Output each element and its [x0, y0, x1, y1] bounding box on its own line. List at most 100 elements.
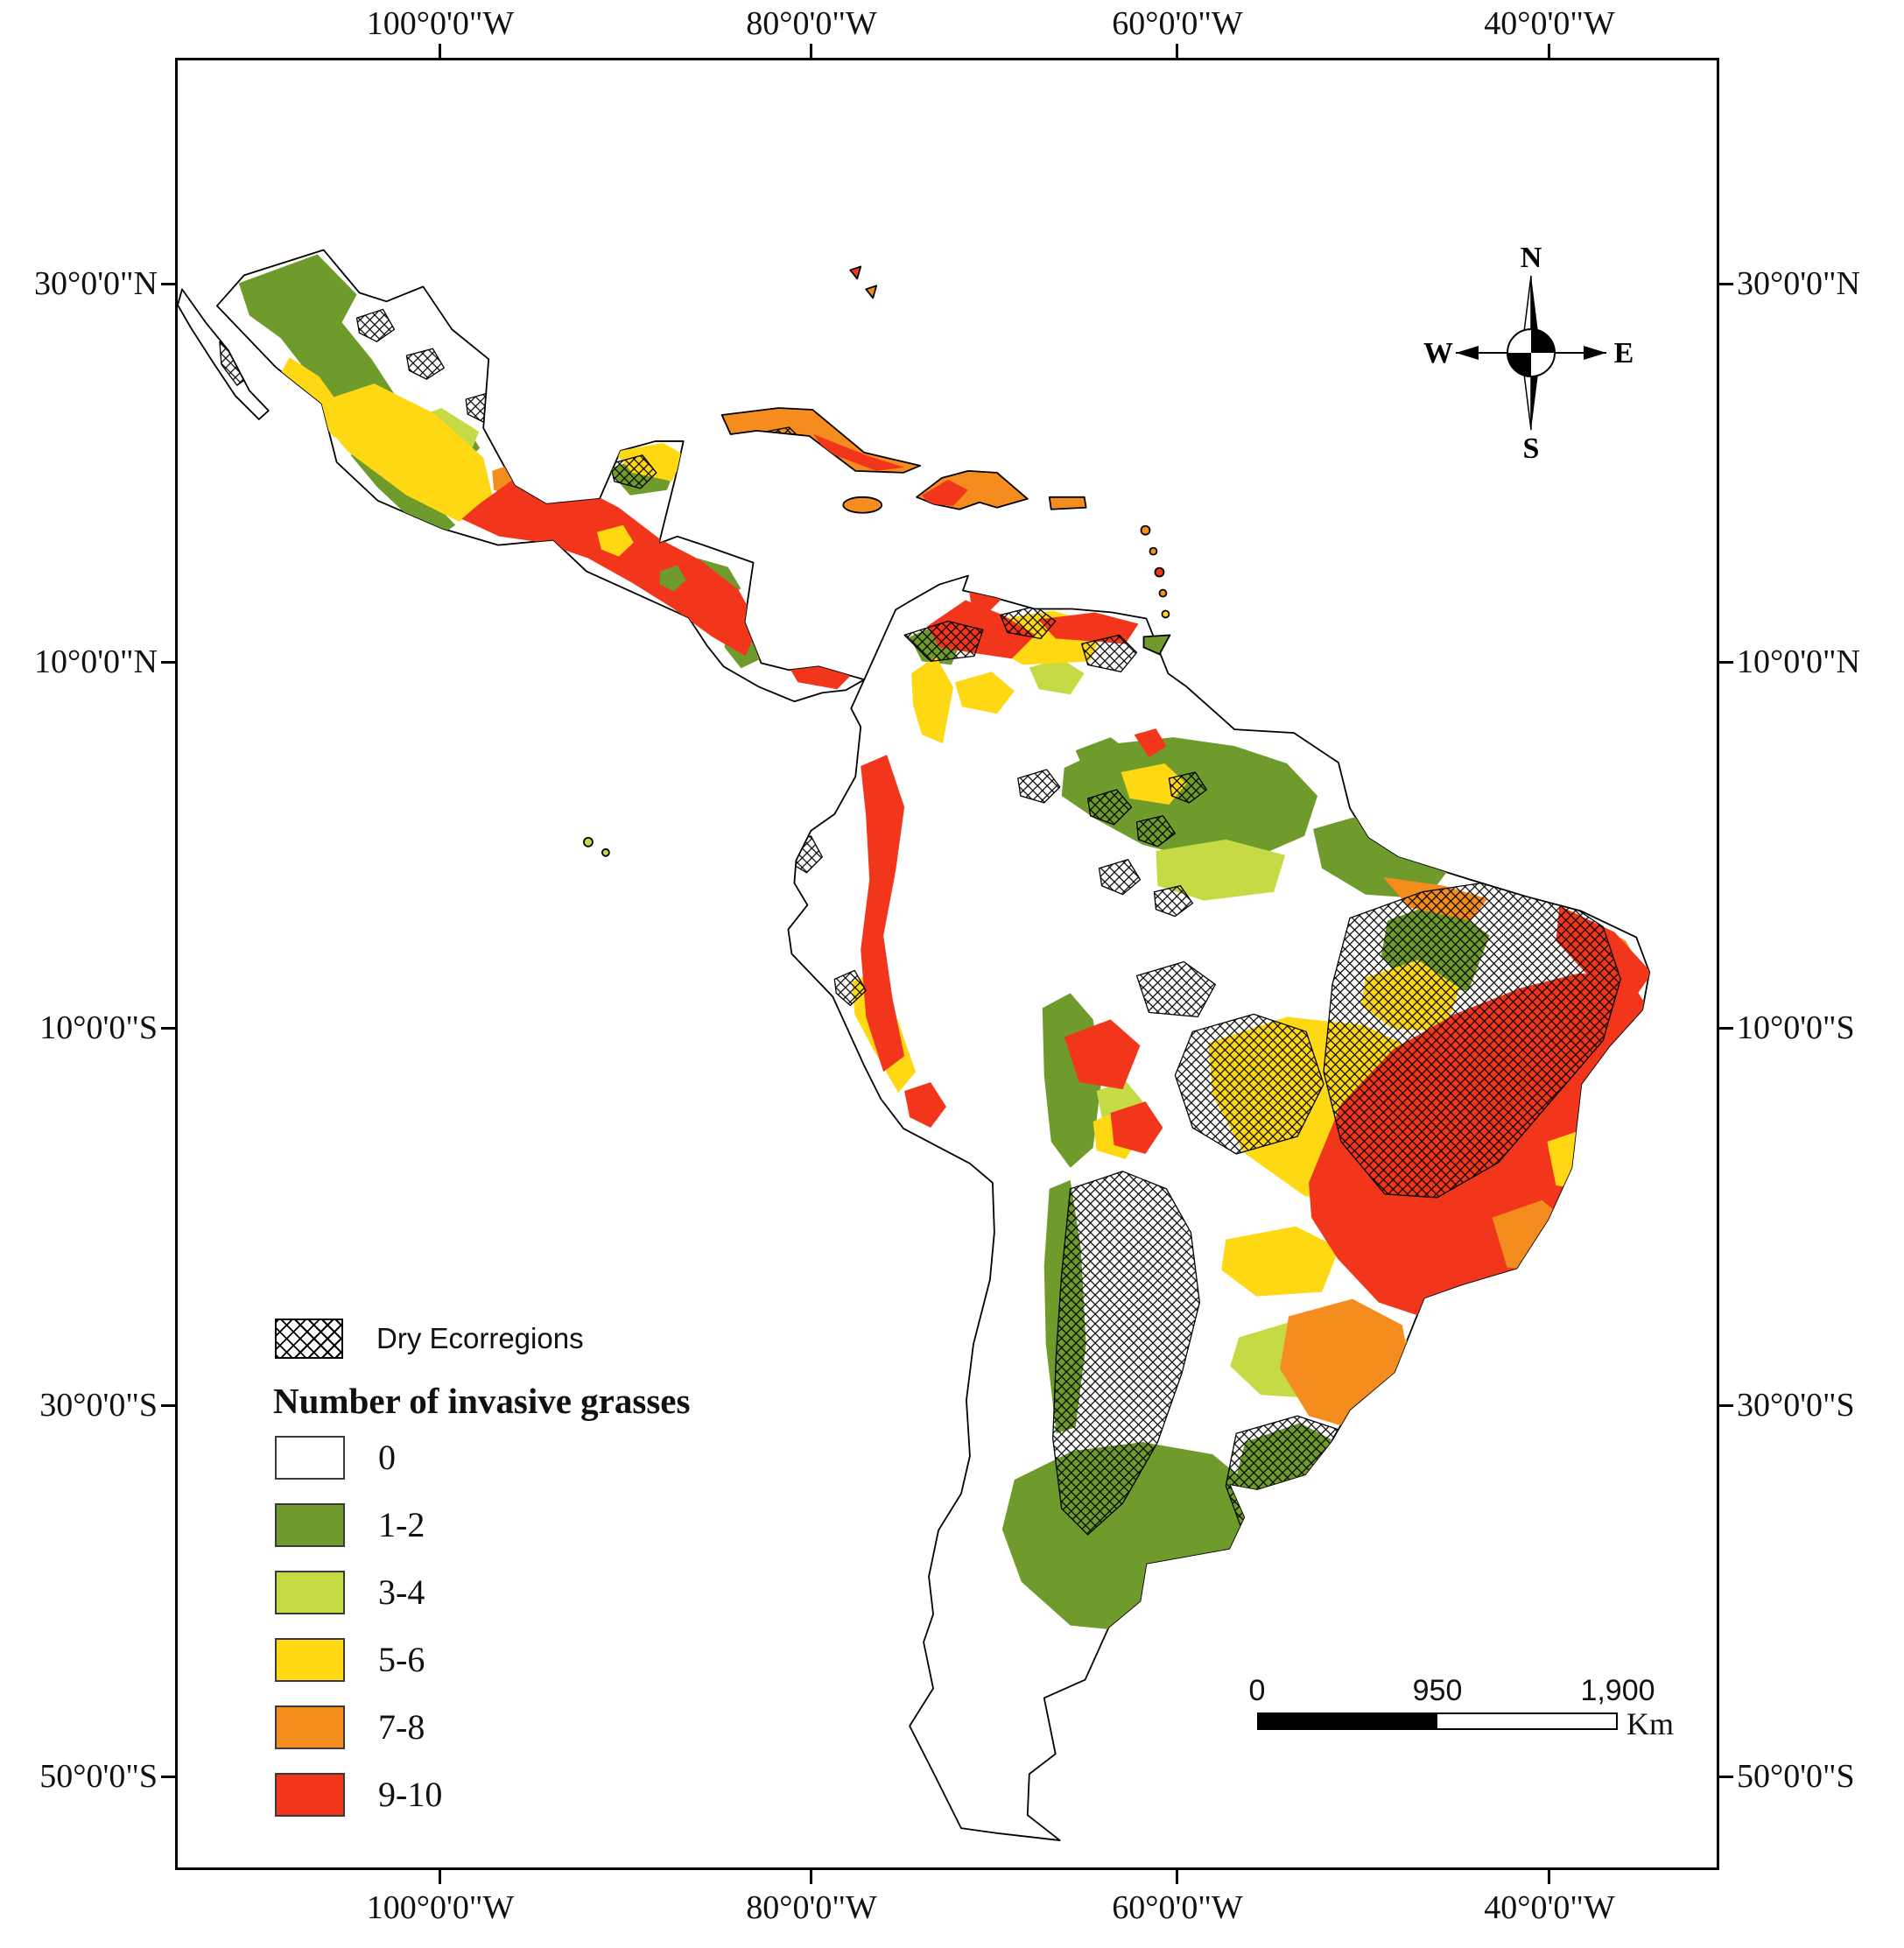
land-trinidad — [1142, 634, 1171, 656]
axis-tick — [439, 44, 441, 58]
land-bahamas — [865, 285, 878, 299]
compass-rose-svg: N S W E — [1423, 242, 1634, 465]
patch-yellow-ca — [596, 524, 634, 557]
lon-label-top-0: 100°0'0"W — [366, 5, 515, 42]
patch-red-andes-strip — [861, 755, 905, 1072]
axis-tick — [1719, 1027, 1733, 1030]
land-lesser-antilles — [1161, 609, 1170, 619]
compass-west-label: W — [1423, 337, 1453, 369]
axis-tick — [1176, 44, 1178, 58]
lat-label-left-1: 10°0'0"N — [34, 643, 158, 680]
dry-mexico-4 — [519, 426, 554, 459]
lat-label-left-3: 30°0'0"S — [39, 1387, 158, 1424]
dry-ecoregions-swatch — [275, 1319, 343, 1359]
land-lesser-antilles — [1154, 566, 1165, 578]
legend-swatch-2 — [275, 1571, 345, 1614]
dry-mexico-1 — [355, 308, 396, 342]
legend-swatch-4 — [275, 1705, 345, 1749]
legend-swatch-0 — [275, 1436, 345, 1480]
patch-yg-venezuela — [1029, 658, 1085, 695]
patch-yellow-mexican-plateau — [308, 383, 495, 522]
patch-red-cuba — [813, 433, 905, 471]
patch-red-peru-south — [904, 1082, 947, 1129]
dry-amazon-enclave — [1017, 769, 1061, 804]
land-puerto-rico — [1048, 496, 1087, 510]
legend-label-4: 7-8 — [378, 1707, 425, 1747]
dry-orinoco — [1081, 634, 1138, 672]
lat-label-right-0: 30°0'0"N — [1737, 265, 1860, 302]
scalebar-bar — [1257, 1712, 1618, 1730]
dry-llanos-2 — [1000, 605, 1057, 640]
lon-label-bottom-3: 40°0'0"W — [1484, 1889, 1615, 1926]
legend-swatch-3 — [275, 1638, 345, 1682]
axis-tick — [161, 1404, 175, 1407]
compass-hub-sw-quadrant — [1507, 353, 1531, 376]
compass-west-arrow-icon — [1456, 346, 1479, 360]
patch-yg-brazil-central — [1156, 839, 1286, 901]
patch-yellow-guiana — [1121, 763, 1187, 805]
axis-tick — [1719, 661, 1733, 664]
axis-tick — [810, 1870, 812, 1884]
dry-amazon-enclave — [1098, 859, 1142, 896]
land-lesser-antilles — [1158, 588, 1168, 598]
dry-ecoregions-label: Dry Ecorregions — [376, 1322, 584, 1354]
dry-south-brazil — [1225, 1415, 1368, 1557]
axis-tick — [1719, 1776, 1733, 1778]
land-lesser-antilles — [1140, 524, 1151, 536]
patch-red-southern-mexico-ca — [461, 472, 759, 657]
axis-tick — [1548, 1870, 1550, 1884]
compass-south-label: S — [1523, 432, 1540, 465]
dry-cerrado-2 — [1135, 960, 1216, 1018]
compass-hub-ne-quadrant — [1531, 329, 1555, 353]
legend-swatch-1 — [275, 1503, 345, 1547]
map-frame — [175, 58, 1719, 1870]
axis-tick — [1176, 1870, 1178, 1884]
lat-label-right-3: 30°0'0"S — [1737, 1387, 1855, 1424]
scalebar-label-950: 950 — [1412, 1674, 1463, 1707]
scalebar-unit: Km — [1626, 1706, 1674, 1741]
axis-tick — [1548, 44, 1550, 58]
lon-label-bottom-2: 60°0'0"W — [1112, 1889, 1243, 1926]
dry-yucatan — [609, 454, 657, 489]
dry-mexico-2 — [405, 348, 445, 380]
land-galapagos — [601, 847, 610, 857]
lat-label-right-4: 50°0'0"S — [1737, 1758, 1855, 1795]
lat-label-right-1: 10°0'0"N — [1737, 643, 1860, 680]
patch-red-chaco-west — [1110, 1101, 1163, 1154]
patch-red-hispaniola — [922, 479, 968, 506]
axis-tick — [1719, 1404, 1733, 1407]
axis-tick — [439, 1870, 441, 1884]
dry-amazon-enclave — [1153, 885, 1194, 918]
dry-caatinga — [1323, 881, 1621, 1199]
scalebar-label-0: 0 — [1248, 1674, 1266, 1707]
land-bahamas — [849, 265, 862, 280]
legend-label-0: 0 — [378, 1438, 396, 1477]
compass-rose: N S W E — [1417, 239, 1645, 467]
axis-tick — [810, 44, 812, 58]
patch-red-guiana-speck — [1134, 728, 1167, 758]
lon-label-top-3: 40°0'0"W — [1484, 5, 1615, 42]
legend-swatch-5 — [275, 1773, 345, 1817]
compass-hub-outline — [1507, 328, 1556, 377]
lat-label-left-2: 10°0'0"S — [39, 1009, 158, 1046]
lat-label-left-0: 30°0'0"N — [34, 265, 158, 302]
lat-label-left-4: 50°0'0"S — [39, 1758, 158, 1795]
axis-tick — [161, 283, 175, 285]
lat-label-right-2: 10°0'0"S — [1737, 1009, 1855, 1046]
land-jamaica — [842, 496, 883, 514]
patch-red-bolivia — [1064, 1019, 1141, 1090]
dry-cerrado-1 — [1174, 1013, 1324, 1155]
legend-label-5: 9-10 — [378, 1775, 443, 1814]
patch-yellow-parana — [1221, 1226, 1339, 1297]
lon-label-top-2: 60°0'0"W — [1112, 5, 1243, 42]
compass-north-label: N — [1521, 242, 1542, 274]
lon-label-bottom-0: 100°0'0"W — [366, 1889, 515, 1926]
patch-yellow-colombia-andes — [911, 656, 953, 744]
dry-peru — [833, 969, 867, 1007]
axis-tick — [161, 1776, 175, 1778]
patch-green-ca-speck — [659, 565, 686, 592]
legend-label-2: 3-4 — [378, 1572, 425, 1612]
legend-title: Number of invasive grasses — [273, 1381, 691, 1421]
compass-east-arrow-icon — [1584, 346, 1606, 360]
